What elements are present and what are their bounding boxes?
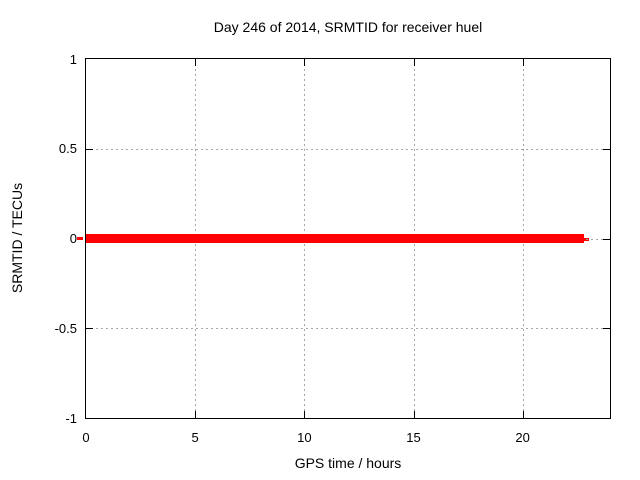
x-tick-label: 15 — [406, 430, 421, 445]
x-tick-mark-bottom — [413, 411, 415, 418]
data-line-srmtid — [86, 234, 584, 243]
y-tick-label: -0.5 — [54, 320, 77, 336]
gridline-horizontal — [86, 148, 610, 150]
x-axis-title: GPS time / hours — [294, 455, 402, 471]
y-tick-mark-left — [86, 148, 93, 150]
x-tick-mark-top — [195, 59, 197, 66]
y-tick-label: -1 — [65, 410, 77, 426]
x-tick-mark-top — [304, 59, 306, 66]
y-tick-label: 0 — [69, 231, 77, 246]
y-tick-mark-right — [603, 238, 610, 240]
y-tick-mark-right — [603, 148, 610, 150]
gridline-horizontal — [86, 328, 610, 330]
y-tick-label: 1 — [69, 51, 77, 67]
red-line-overshoot-left — [77, 236, 83, 240]
plot-area — [85, 58, 611, 419]
y-tick-label: 0.5 — [58, 141, 77, 157]
x-tick-label: 20 — [515, 430, 530, 445]
x-tick-label: 0 — [82, 430, 90, 445]
x-tick-label: 5 — [191, 430, 199, 445]
x-tick-mark-top — [522, 59, 524, 66]
y-tick-mark-right — [603, 328, 610, 330]
y-tick-mark-left — [86, 328, 93, 330]
x-tick-mark-bottom — [522, 411, 524, 418]
x-tick-mark-bottom — [195, 411, 197, 418]
x-tick-mark-top — [413, 59, 415, 66]
chart-title: Day 246 of 2014, SRMTID for receiver hue… — [213, 19, 483, 35]
x-tick-mark-bottom — [304, 411, 306, 418]
x-tick-label: 10 — [297, 430, 312, 445]
